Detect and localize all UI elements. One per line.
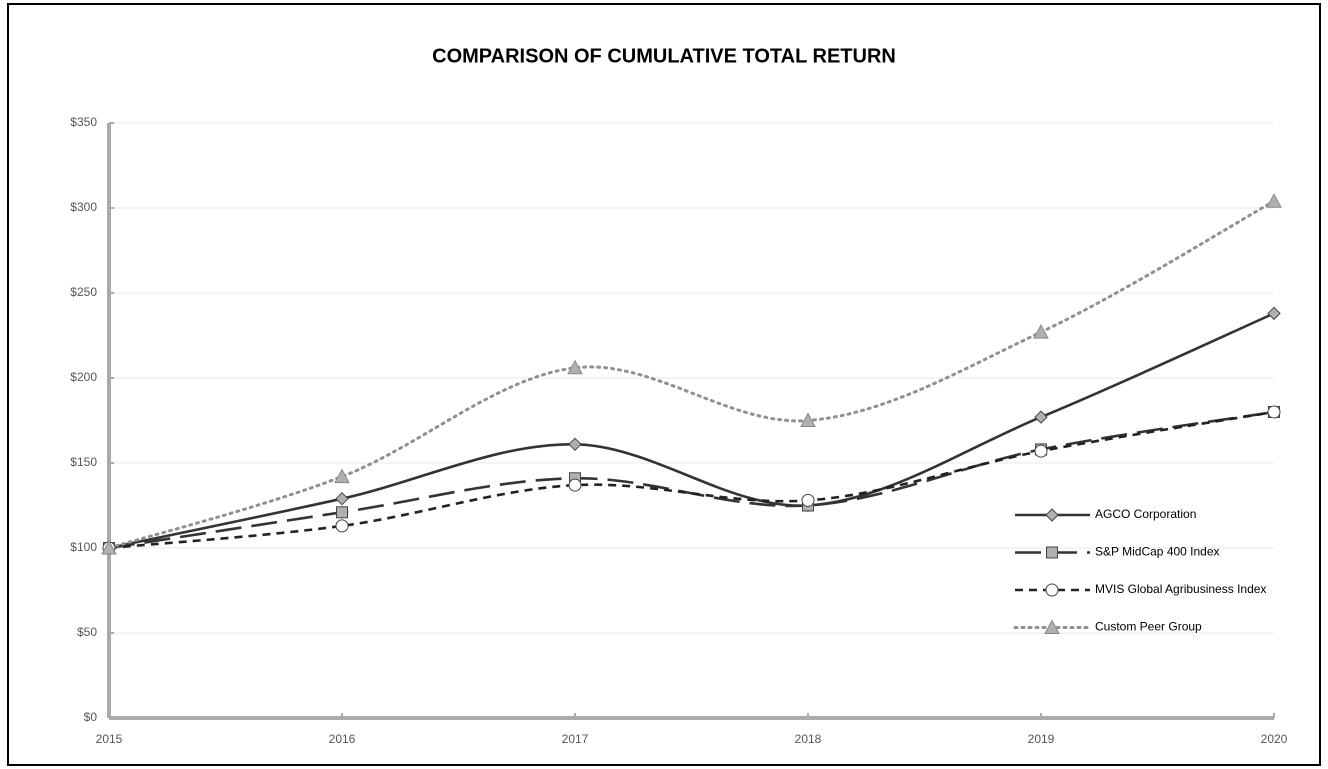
y-tick-label: $50 xyxy=(77,625,97,639)
data-point xyxy=(567,359,583,375)
y-tick-label: $350 xyxy=(70,115,97,129)
data-point xyxy=(335,519,349,533)
x-tick-label: 2019 xyxy=(1028,732,1055,746)
chart-border xyxy=(7,3,1321,766)
x-tick-label: 2017 xyxy=(562,732,589,746)
data-point xyxy=(568,437,582,452)
data-point xyxy=(1034,444,1048,458)
series-line xyxy=(108,410,1275,550)
legend-label: Custom Peer Group xyxy=(1095,620,1202,634)
series-line xyxy=(107,199,1276,550)
data-point xyxy=(568,478,582,492)
legend-label: AGCO Corporation xyxy=(1095,507,1196,521)
legend-marker xyxy=(1046,546,1058,559)
data-point xyxy=(801,493,815,507)
data-point xyxy=(800,412,816,427)
y-tick-label: $150 xyxy=(70,455,97,469)
data-point xyxy=(335,491,349,506)
data-point xyxy=(1267,405,1281,419)
series-line xyxy=(108,410,1275,550)
legend-marker xyxy=(1045,583,1059,597)
data-point xyxy=(1034,410,1048,424)
legend-label: S&P MidCap 400 Index xyxy=(1095,545,1220,559)
x-tick-label: 2016 xyxy=(329,732,356,746)
legend-label: MVIS Global Agribusiness Index xyxy=(1095,582,1266,596)
chart-title: COMPARISON OF CUMULATIVE TOTAL RETURN xyxy=(432,45,896,67)
data-point xyxy=(1033,324,1049,339)
data-point xyxy=(334,468,350,484)
data-point xyxy=(336,506,348,519)
y-tick-label: $250 xyxy=(70,285,97,299)
x-tick-label: 2015 xyxy=(96,732,123,746)
data-point xyxy=(1266,193,1282,208)
data-point xyxy=(101,539,117,555)
y-tick-label: $0 xyxy=(84,710,98,724)
x-tick-label: 2020 xyxy=(1261,732,1288,746)
y-tick-label: $100 xyxy=(70,540,97,554)
legend-marker xyxy=(1045,508,1059,522)
legend-marker xyxy=(1044,619,1060,634)
data-point xyxy=(1267,306,1281,321)
x-tick-label: 2018 xyxy=(795,732,822,746)
y-tick-label: $200 xyxy=(70,370,97,384)
series-line xyxy=(108,312,1275,550)
y-tick-label: $300 xyxy=(70,200,97,214)
